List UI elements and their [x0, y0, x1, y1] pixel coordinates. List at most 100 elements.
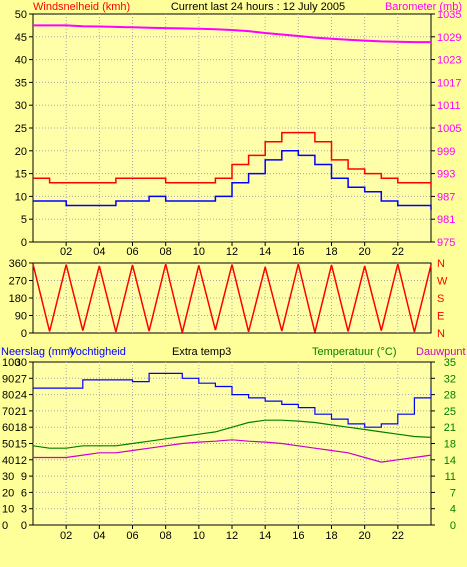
barometer-tick-label: 1029	[437, 32, 461, 44]
barometer-series	[33, 24, 431, 44]
direction-tick-label: 0	[21, 328, 27, 340]
wind-tick-label: 15	[15, 169, 27, 181]
wind-tick-label: 35	[15, 77, 27, 89]
compass-tick-label: E	[437, 311, 444, 323]
barometer-tick-label: 1011	[437, 100, 461, 112]
barometer-tick-label: 1017	[437, 77, 461, 89]
x-tick-label: 14	[259, 530, 271, 542]
humidity-tick-label: 27	[15, 373, 27, 385]
barometer-axis-label: Barometer (mb)	[385, 1, 462, 13]
wind-tick-label: 5	[21, 214, 27, 226]
wind-barometer-panel: Windsnelheid (kmh) Current last 24 hours…	[15, 1, 462, 258]
barometer-tick-label: 987	[437, 191, 455, 203]
wind-tick-label: 0	[21, 237, 27, 249]
humidity-tick-label: 21	[15, 406, 27, 418]
compass-tick-label: N	[437, 328, 445, 340]
barometer-tick-label: 981	[437, 214, 455, 226]
chart-title: Current last 24 hours : 12 July 2005	[171, 1, 345, 13]
x-tick-label: 02	[60, 530, 72, 542]
wind-tick-label: 50	[15, 9, 27, 21]
x-tick-label: 08	[160, 530, 172, 542]
humidity-tick-label: 6	[21, 487, 27, 499]
x-tick-label: 14	[259, 246, 271, 258]
rain-tick-label: 90	[2, 373, 14, 385]
temperature-series	[32, 419, 432, 449]
humidity-tick-label: 0	[21, 520, 27, 532]
x-tick-label: 18	[325, 246, 337, 258]
wind-axis-label: Windsnelheid (kmh)	[33, 1, 130, 13]
temperature-axis-label: Temperatuur (°C)	[312, 346, 396, 358]
rain-tick-label: 70	[2, 406, 14, 418]
humidity-y-axis-ticks: 0 3 6 9 12 15 18 21 24 27 30	[15, 357, 33, 532]
x-tick-label: 08	[160, 246, 172, 258]
barometer-tick-label: 975	[437, 237, 455, 249]
wind-tick-label: 45	[15, 32, 27, 44]
x-tick-label: 20	[359, 530, 371, 542]
barometer-y-axis-ticks: 975 981 987 993 999 1005 1011 1017 1023 1029 1035	[431, 9, 461, 249]
wind-tick-label: 25	[15, 123, 27, 135]
wind-tick-label: 40	[15, 55, 27, 67]
x-tick-label: 20	[359, 246, 371, 258]
rain-tick-label: 40	[2, 455, 14, 467]
barometer-tick-label: 1005	[437, 123, 461, 135]
wind-x-axis-ticks: 02 04 06 08 10 12 14 16 18 20 22	[60, 242, 404, 258]
wind-gust-series	[33, 131, 432, 188]
x-tick-label: 12	[226, 246, 238, 258]
wind-tick-label: 30	[15, 100, 27, 112]
x-tick-label: 16	[292, 246, 304, 258]
humidity-tick-label: 3	[21, 504, 27, 516]
wind-average-series	[33, 150, 432, 211]
humidity-tick-label: 15	[15, 439, 27, 451]
temperature-tick-label: 0	[450, 520, 456, 532]
dewpoint-series	[33, 439, 432, 463]
rain-tick-label: 10	[2, 504, 14, 516]
x-tick-label: 06	[126, 246, 138, 258]
x-tick-label: 02	[60, 246, 72, 258]
x-tick-label: 10	[193, 530, 205, 542]
barometer-tick-label: 999	[437, 146, 455, 158]
rain-tick-label: 0	[2, 520, 8, 532]
wind-y-axis-ticks: 0 5 10 15 20 25 30 35 40 45 50	[15, 9, 33, 249]
temperature-tick-label: 32	[444, 373, 456, 385]
direction-tick-label: 360	[9, 258, 27, 270]
rain-tick-label: 100	[2, 357, 20, 369]
barometer-tick-label: 1023	[437, 55, 461, 67]
compass-tick-label: W	[437, 276, 448, 288]
direction-tick-label: 180	[9, 293, 27, 305]
x-tick-label: 04	[93, 530, 105, 542]
humidity-tick-label: 18	[15, 422, 27, 434]
rain-tick-label: 50	[2, 439, 14, 451]
rain-humidity-temperature-panel: Neerslag (mm) Vochtigheid Extra temp3 Te…	[1, 346, 466, 542]
temperature-tick-label: 25	[444, 406, 456, 418]
barometer-tick-label: 993	[437, 169, 455, 181]
wind-series	[33, 24, 432, 211]
x-tick-label: 22	[392, 530, 404, 542]
direction-y-axis-ticks: 0 90 180 270 360	[9, 258, 33, 340]
rain-y-axis-ticks: 0 10 20 30 40 50 60 70 80 90 100	[2, 357, 20, 532]
x-tick-label: 16	[292, 530, 304, 542]
x-tick-label: 10	[193, 246, 205, 258]
x-tick-label: 06	[126, 530, 138, 542]
direction-grid	[33, 263, 431, 333]
humidity-tick-label: 12	[15, 455, 27, 467]
direction-tick-label: 90	[15, 311, 27, 323]
temperature-tick-label: 11	[445, 471, 456, 483]
rain-tick-label: 60	[2, 422, 14, 434]
rain-tick-label: 20	[2, 487, 14, 499]
barometer-tick-label: 1035	[437, 9, 461, 21]
humidity-series	[33, 372, 432, 428]
temperature-y-axis-ticks: 0 4 7 11 14 18 21 25 28 32 35	[431, 357, 456, 532]
compass-tick-label: S	[437, 293, 444, 305]
dewpoint-axis-label: Dauwpunt	[416, 346, 466, 358]
x-tick-label: 18	[325, 530, 337, 542]
rain-tick-label: 30	[2, 471, 14, 483]
compass-tick-label: N	[437, 258, 445, 270]
wind-tick-label: 10	[15, 191, 27, 203]
humidity-axis-label: Vochtigheid	[69, 346, 126, 358]
rain-tick-label: 80	[2, 390, 14, 402]
humidity-tick-label: 9	[21, 471, 27, 483]
